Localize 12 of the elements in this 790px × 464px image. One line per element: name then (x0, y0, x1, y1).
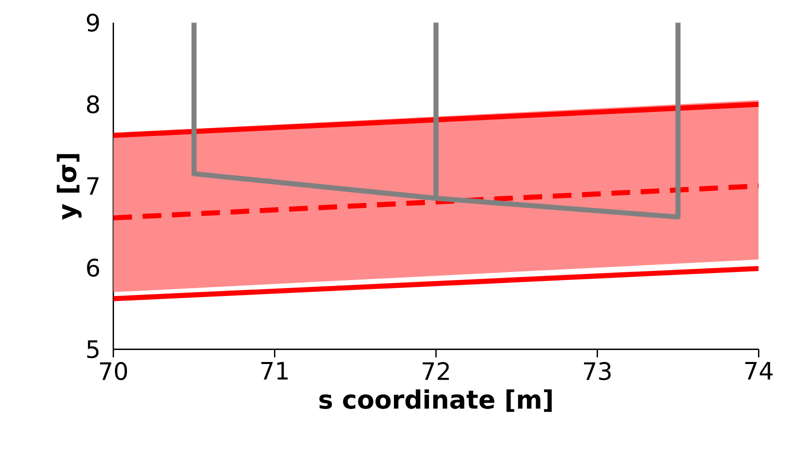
x-axis-title: s coordinate [m] (319, 389, 552, 412)
y-tick-label: 7 (87, 177, 99, 195)
y-tick-label: 9 (86, 14, 99, 32)
y-tick-label: 5 (87, 340, 99, 358)
x-tick-label: 70 (100, 362, 128, 380)
x-tick-label: 73 (584, 362, 611, 380)
x-tick-label: 72 (422, 362, 449, 380)
y-tick-label: 6 (87, 258, 100, 277)
y-axis-title: y [σ] (56, 154, 82, 220)
x-tick-label: 74 (745, 362, 773, 380)
x-tick-label: 71 (261, 362, 288, 380)
y-tick-label: 8 (86, 95, 99, 114)
